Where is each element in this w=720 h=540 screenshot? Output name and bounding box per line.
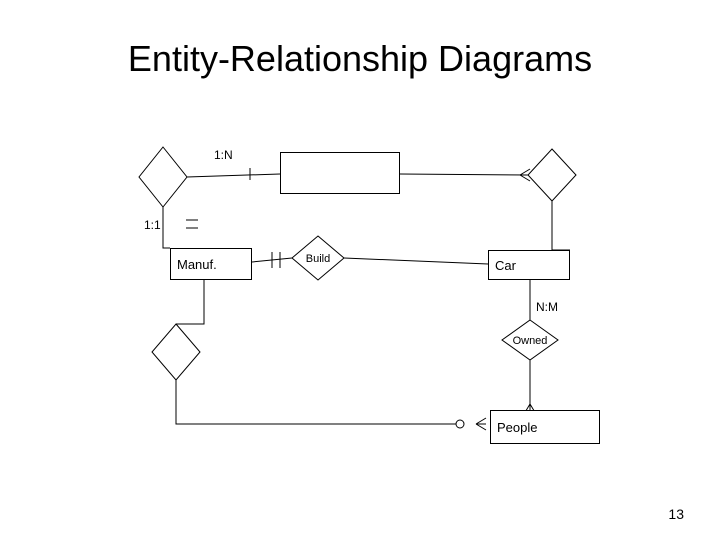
- edge-diamond_build-car: [344, 258, 488, 264]
- er-diagram-svg: Build Owned: [0, 0, 720, 540]
- entity-top_entity: [280, 152, 400, 194]
- edge-diamond_bottom-people_h: [176, 380, 460, 424]
- edge-diamond_topright-car: [552, 201, 570, 250]
- relationship-diamond_bottom: [152, 324, 200, 380]
- crows-foot: [476, 418, 486, 430]
- relationship-diamond_left: [139, 147, 187, 207]
- edge-diamond_left-manuf_v: [163, 207, 170, 248]
- relationship-label-diamond_build: Build: [306, 253, 330, 265]
- page-number: 13: [668, 506, 684, 522]
- relationship-label-diamond_owned: Owned: [513, 335, 548, 347]
- cardinality-c_1N: 1:N: [214, 148, 233, 162]
- edge-manuf-diamond_bottom: [176, 280, 204, 324]
- edge-diamond_left-top_entity: [187, 174, 280, 177]
- entity-car: Car: [488, 250, 570, 280]
- optional-circle: [456, 420, 464, 428]
- entity-people: People: [490, 410, 600, 444]
- relationship-diamond_topright: [528, 149, 576, 201]
- cardinality-c_NM: N:M: [536, 300, 558, 314]
- cardinality-c_11: 1:1: [144, 218, 161, 232]
- edge-top_entity-diamond_topright: [400, 174, 528, 175]
- entity-manuf: Manuf.: [170, 248, 252, 280]
